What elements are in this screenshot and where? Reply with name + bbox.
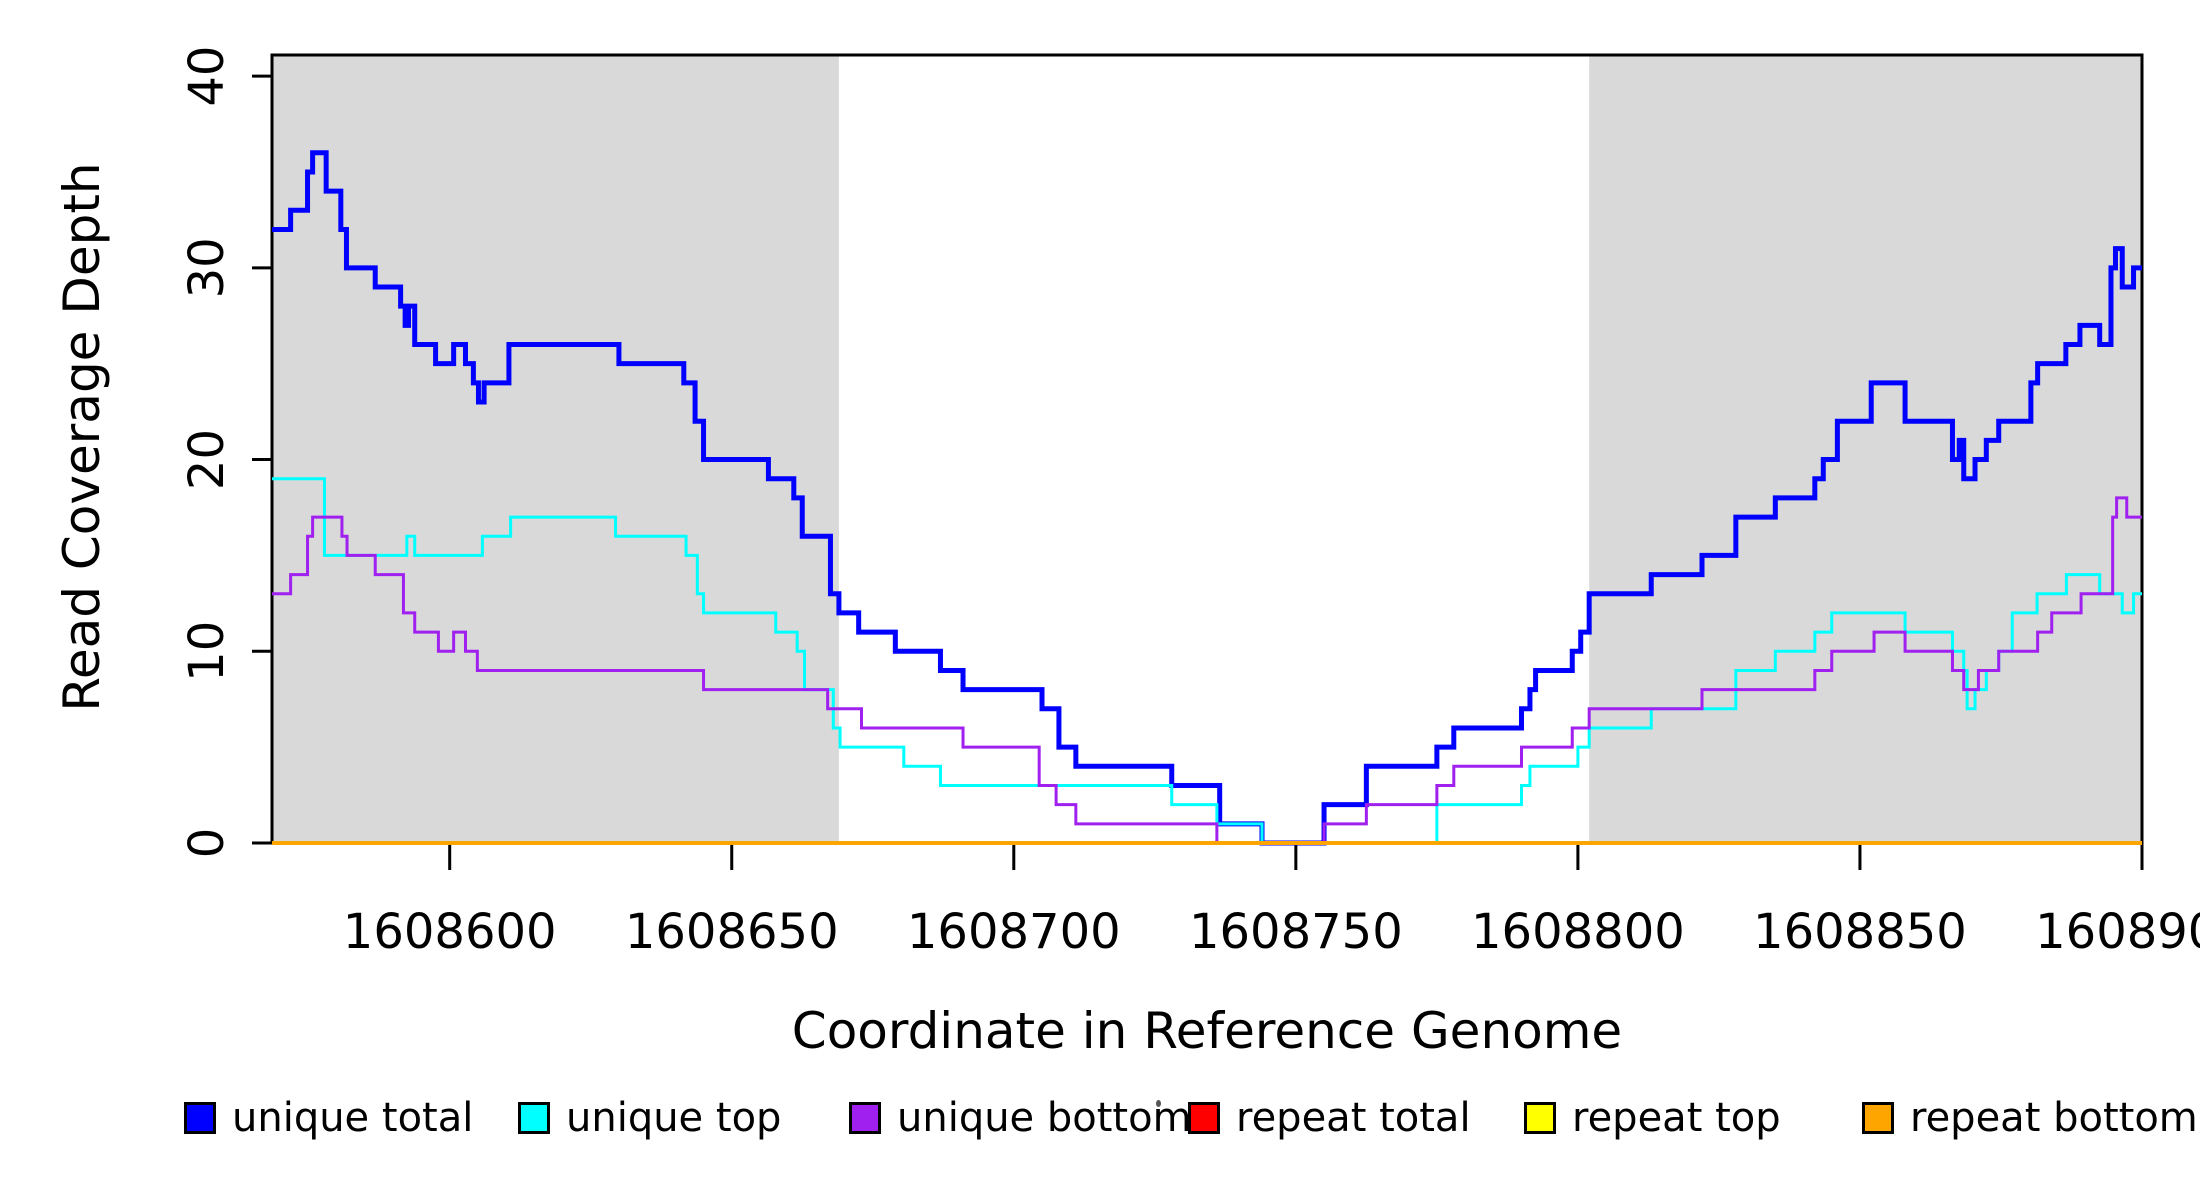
legend-swatch-repeat-bottom	[1862, 1102, 1894, 1134]
legend-item-repeat-bottom: repeat bottom	[1862, 1092, 2198, 1144]
y-tick-label: 0	[179, 828, 235, 859]
legend-swatch-repeat-top	[1524, 1102, 1556, 1134]
y-tick-label: 20	[179, 429, 235, 490]
legend-label: unique total	[232, 1095, 474, 1141]
legend-item-unique-top: unique top	[518, 1092, 781, 1144]
legend-item-unique-total: unique total	[184, 1092, 473, 1144]
x-tick-label: 1608850	[1753, 904, 1967, 960]
legend-label: unique bottom	[897, 1095, 1192, 1141]
legend-swatch-unique-bottom	[849, 1102, 881, 1134]
legend-label: unique top	[566, 1095, 782, 1141]
legend-swatch-unique-total	[184, 1102, 216, 1134]
legend-label: repeat bottom	[1910, 1095, 2198, 1141]
y-axis-title-text: Read Coverage Depth	[53, 162, 111, 712]
legend-swatch-repeat-total	[1188, 1102, 1220, 1134]
legend-label: repeat total	[1236, 1095, 1471, 1141]
x-tick-label: 1608650	[625, 904, 839, 960]
legend-artifact-dot	[1156, 1100, 1161, 1107]
legend-item-unique-bottom: unique bottom	[849, 1092, 1192, 1144]
right-gray-band	[1589, 55, 2142, 843]
legend-item-repeat-total: repeat total	[1188, 1092, 1471, 1144]
series-unique-bottom	[272, 496, 2142, 845]
x-tick-label: 1608900	[2035, 904, 2200, 960]
x-tick-label: 1608750	[1189, 904, 1403, 960]
left-gray-band	[272, 55, 839, 843]
legend-label: repeat top	[1572, 1095, 1781, 1141]
series-unique-total	[272, 150, 2142, 846]
x-tick-label: 1608700	[907, 904, 1121, 960]
y-tick-label: 10	[179, 621, 235, 682]
chart-legend: unique total unique top unique bottom repea…	[0, 1092, 2200, 1152]
y-tick-label: 30	[179, 237, 235, 298]
legend-swatch-unique-top	[518, 1102, 550, 1134]
legend-item-repeat-top: repeat top	[1524, 1092, 1781, 1144]
x-tick-label: 1608800	[1471, 904, 1685, 960]
y-tick-label: 40	[179, 46, 235, 107]
x-axis-title: Coordinate in Reference Genome	[791, 1002, 1623, 1060]
x-tick-label: 1608600	[343, 904, 557, 960]
